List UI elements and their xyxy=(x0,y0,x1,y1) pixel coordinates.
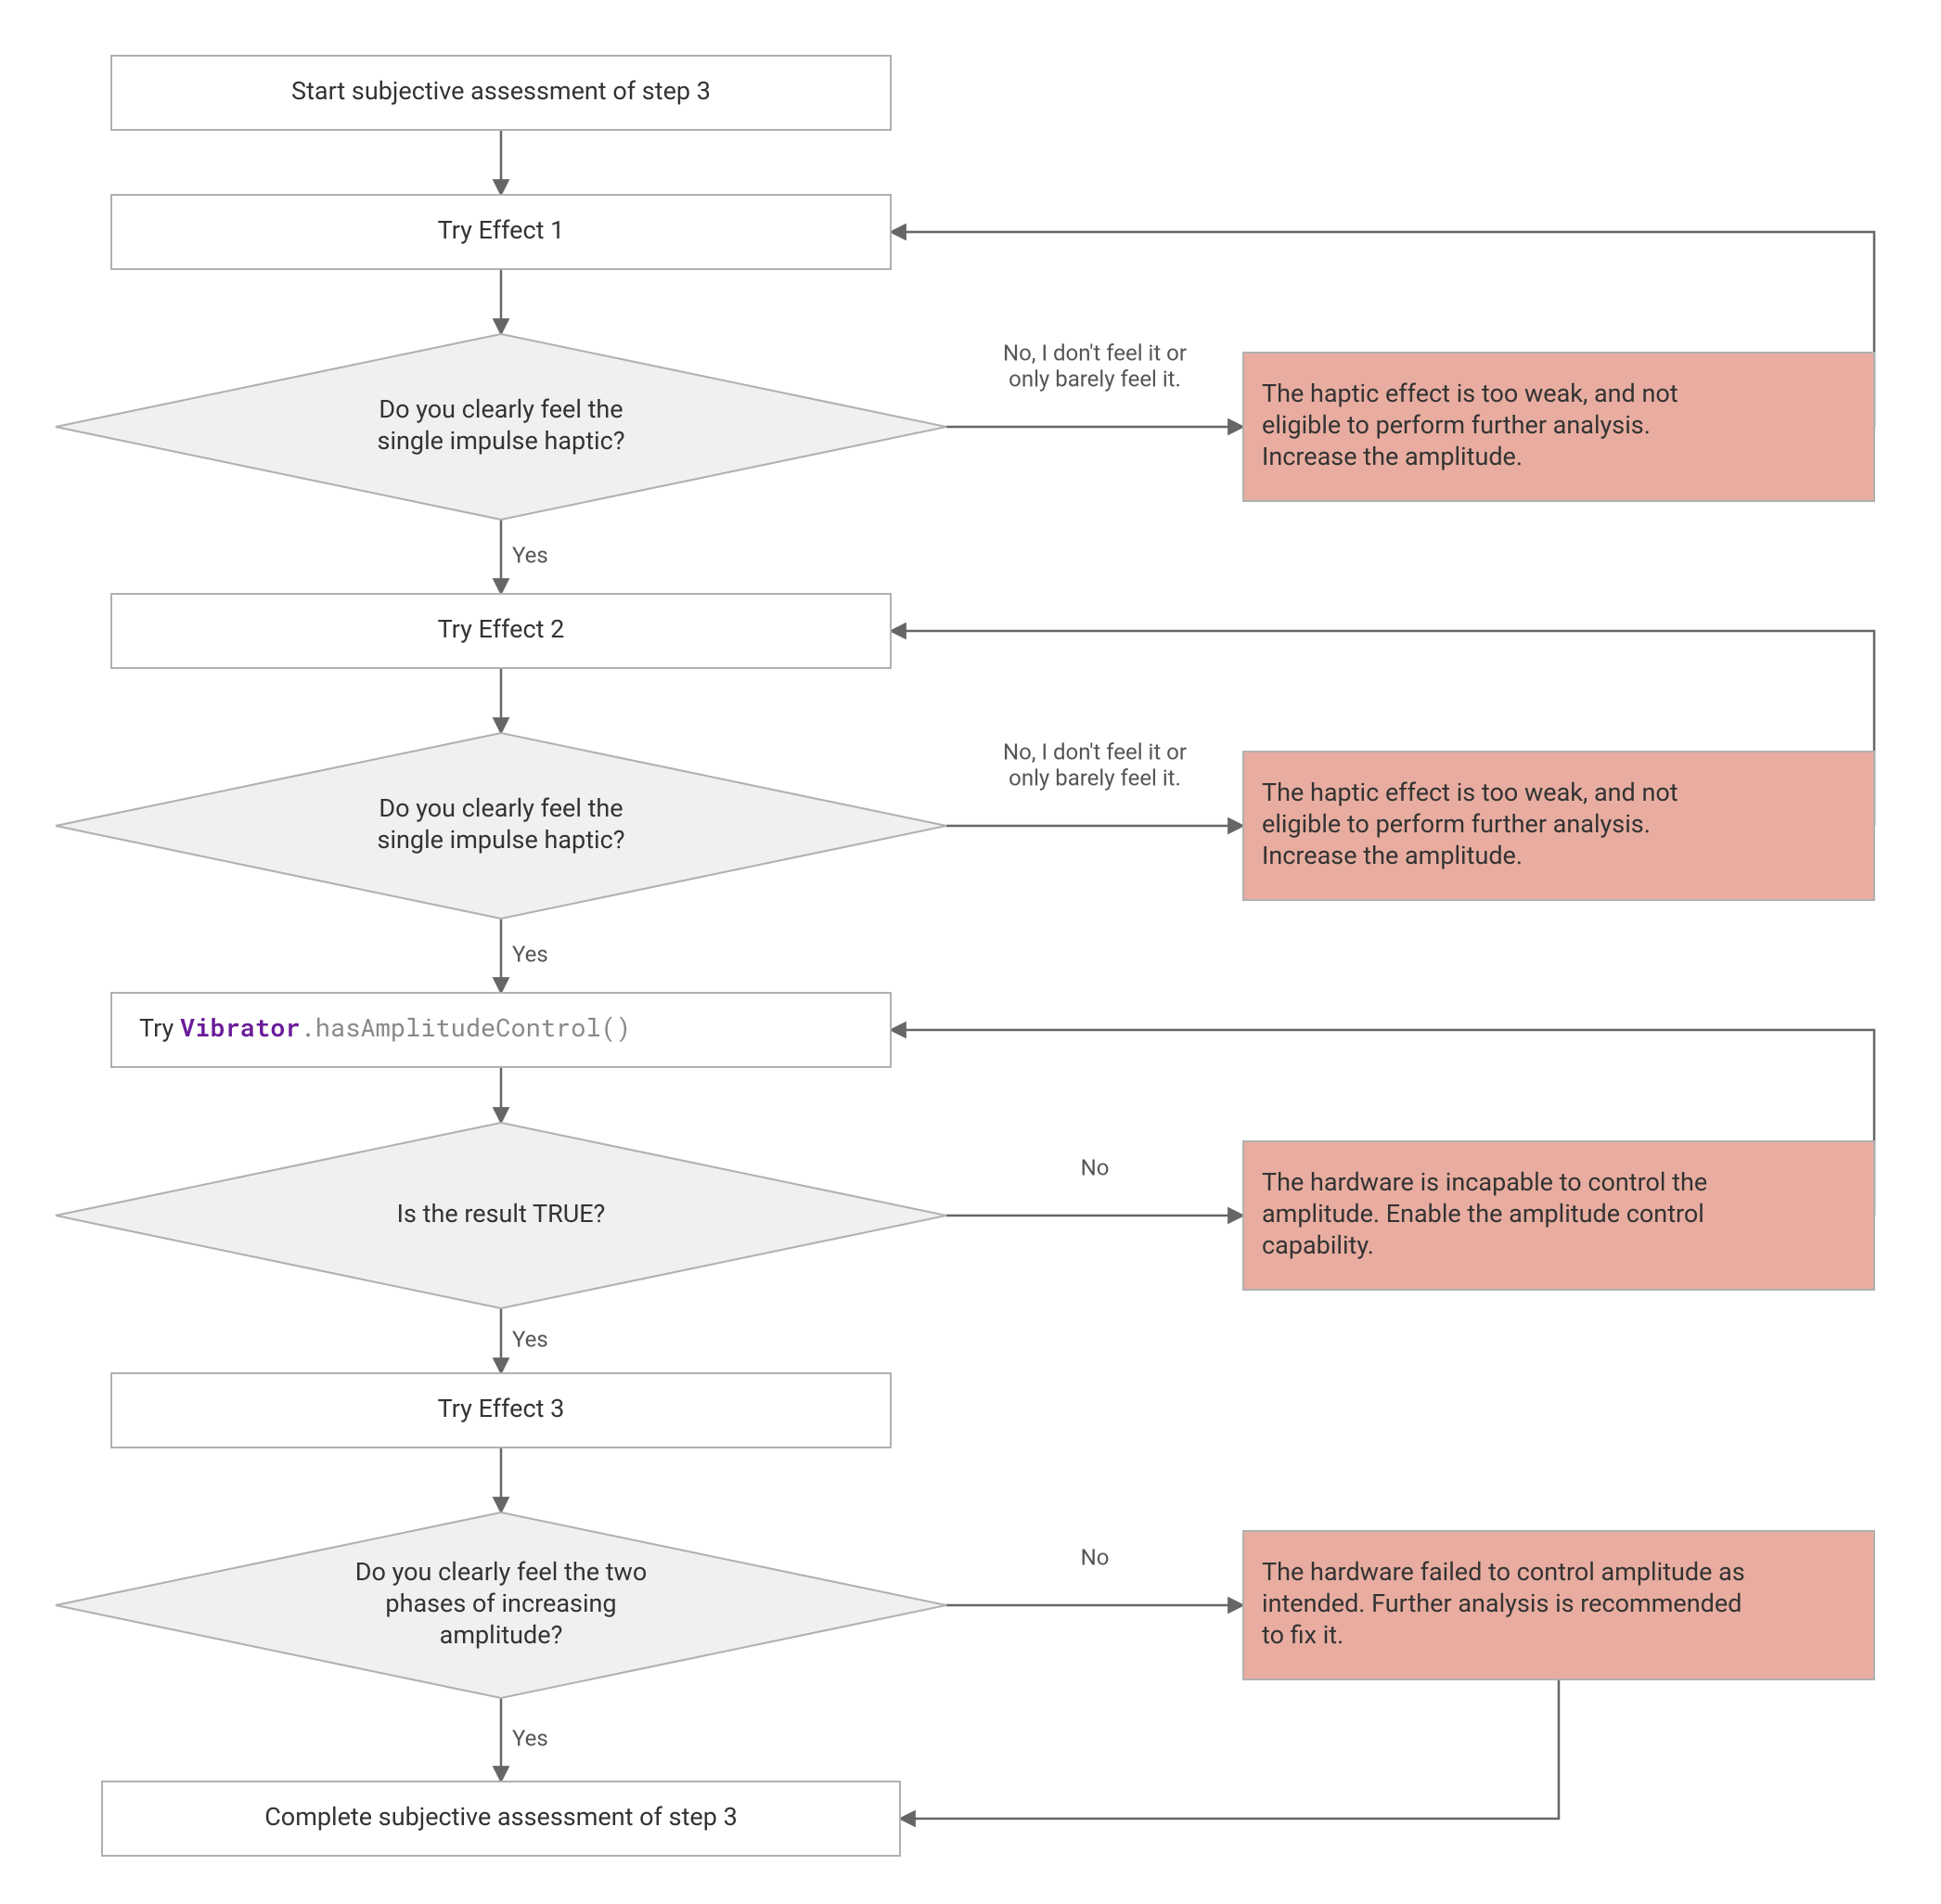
n_res2: The haptic effect is too weak, and notel… xyxy=(1243,752,1874,900)
svg-text:amplitude?: amplitude? xyxy=(440,1620,563,1650)
n_start: Start subjective assessment of step 3 xyxy=(111,56,891,130)
n_res1: The haptic effect is too weak, and notel… xyxy=(1243,353,1874,501)
svg-text:No: No xyxy=(1081,1154,1110,1180)
svg-text:The hardware failed to control: The hardware failed to control amplitude… xyxy=(1262,1557,1745,1587)
svg-text:Do you clearly feel the: Do you clearly feel the xyxy=(379,394,623,424)
svg-text:Yes: Yes xyxy=(512,1725,548,1751)
svg-text:Do you clearly feel the two: Do you clearly feel the two xyxy=(355,1557,647,1587)
svg-text:only barely feel it.: only barely feel it. xyxy=(1009,366,1181,392)
svg-text:No: No xyxy=(1081,1544,1110,1570)
svg-text:Try Vibrator.hasAmplitudeContr: Try Vibrator.hasAmplitudeControl() xyxy=(139,1011,631,1044)
svg-text:Yes: Yes xyxy=(512,941,548,967)
svg-text:capability.: capability. xyxy=(1262,1230,1374,1260)
svg-text:eligible to perform further an: eligible to perform further analysis. xyxy=(1262,410,1651,440)
svg-text:Start subjective assessment of: Start subjective assessment of step 3 xyxy=(291,76,711,106)
nodes-layer: Start subjective assessment of step 3 Try… xyxy=(56,56,1874,1856)
svg-text:eligible to perform further an: eligible to perform further analysis. xyxy=(1262,809,1651,839)
svg-text:only barely feel it.: only barely feel it. xyxy=(1009,765,1181,791)
n_try3: Try Effect 3 xyxy=(111,1373,891,1447)
svg-text:Complete subjective assessment: Complete subjective assessment of step 3 xyxy=(264,1802,738,1832)
n_res4: The hardware failed to control amplitude… xyxy=(1243,1531,1874,1679)
svg-text:The haptic effect is too weak,: The haptic effect is too weak, and not xyxy=(1262,379,1678,408)
edge-n_res4-n_end xyxy=(900,1679,1559,1819)
svg-text:Try Effect 3: Try Effect 3 xyxy=(438,1394,565,1423)
svg-text:single impulse haptic?: single impulse haptic? xyxy=(378,825,625,855)
svg-text:Yes: Yes xyxy=(512,1326,548,1352)
n_end: Complete subjective assessment of step 3 xyxy=(102,1782,900,1856)
svg-text:phases of increasing: phases of increasing xyxy=(385,1589,616,1618)
svg-text:Try Effect 2: Try Effect 2 xyxy=(438,614,565,644)
svg-text:Increase the amplitude.: Increase the amplitude. xyxy=(1262,442,1523,471)
svg-text:single impulse haptic?: single impulse haptic? xyxy=(378,426,625,456)
svg-text:Try Effect 1: Try Effect 1 xyxy=(438,215,565,245)
svg-text:amplitude. Enable the amplitud: amplitude. Enable the amplitude control xyxy=(1262,1199,1704,1229)
n_res3: The hardware is incapable to control the… xyxy=(1243,1141,1874,1290)
n_dec2: Do you clearly feel thesingle impulse ha… xyxy=(56,733,946,919)
svg-text:Do you clearly feel the: Do you clearly feel the xyxy=(379,793,623,823)
n_dec4: Do you clearly feel the twophases of inc… xyxy=(56,1512,946,1698)
n_code: Try Vibrator.hasAmplitudeControl() xyxy=(111,993,891,1067)
svg-text:The haptic effect is too weak,: The haptic effect is too weak, and not xyxy=(1262,778,1678,807)
n_dec3: Is the result TRUE? xyxy=(56,1123,946,1308)
svg-text:Is the result TRUE?: Is the result TRUE? xyxy=(397,1199,606,1229)
svg-text:The hardware is incapable to c: The hardware is incapable to control the xyxy=(1262,1167,1707,1197)
flowchart: Start subjective assessment of step 3 Try… xyxy=(0,0,1941,1904)
n_dec1: Do you clearly feel thesingle impulse ha… xyxy=(56,334,946,520)
svg-text:No, I don't feel it or: No, I don't feel it or xyxy=(1003,739,1187,765)
svg-text:Yes: Yes xyxy=(512,542,548,568)
svg-text:Increase the amplitude.: Increase the amplitude. xyxy=(1262,841,1523,870)
svg-text:No, I don't feel it or: No, I don't feel it or xyxy=(1003,340,1187,366)
n_try1: Try Effect 1 xyxy=(111,195,891,269)
svg-text:intended. Further analysis is: intended. Further analysis is recommende… xyxy=(1262,1589,1742,1618)
svg-text:to fix it.: to fix it. xyxy=(1262,1620,1343,1650)
n_try2: Try Effect 2 xyxy=(111,594,891,668)
